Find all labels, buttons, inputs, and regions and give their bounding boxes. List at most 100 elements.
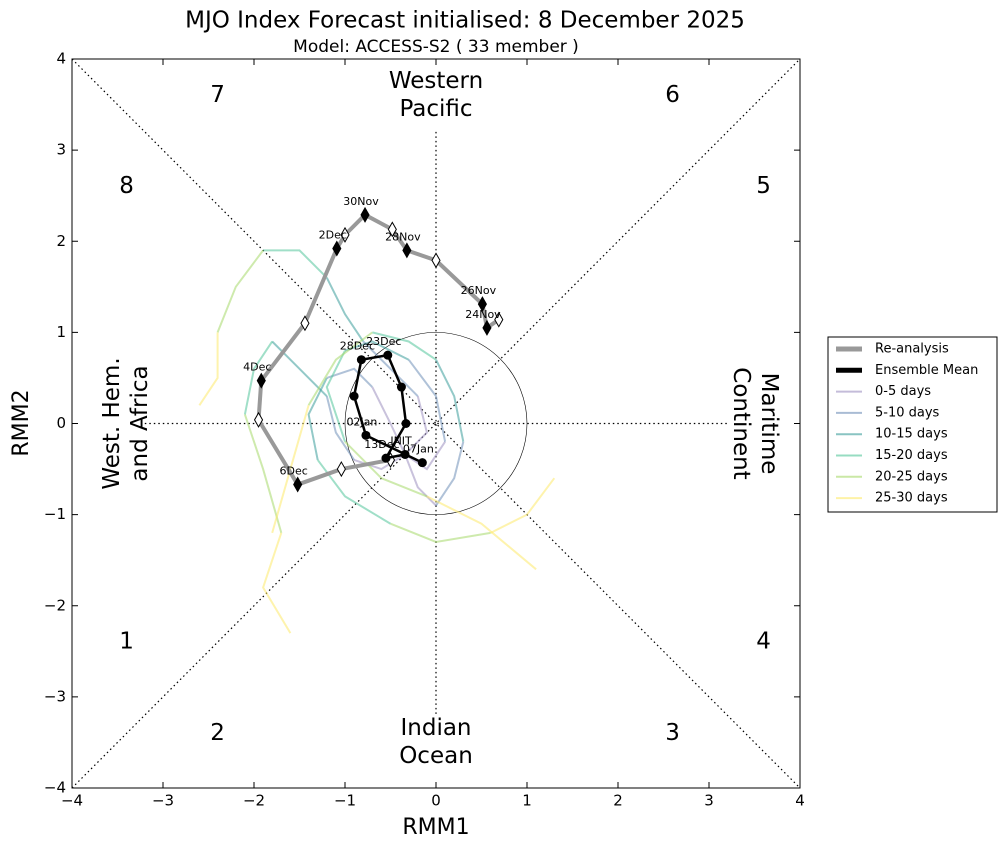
legend-label: 5-10 days — [875, 405, 940, 420]
x-tick-label: −4 — [61, 792, 83, 810]
x-tick-label: −2 — [243, 792, 265, 810]
reanalysis-marker — [431, 252, 441, 269]
reanalysis-marker — [387, 221, 397, 238]
mean-marker — [349, 391, 359, 401]
ensemble-member — [426, 495, 537, 571]
reanalysis-marker — [360, 206, 370, 223]
reanalysis-marker — [253, 411, 264, 428]
y-tick-label: 4 — [56, 50, 66, 68]
reanalysis-label: 6Dec — [280, 465, 308, 478]
x-tick-label: 2 — [613, 792, 623, 810]
diagonal — [71, 58, 801, 789]
ensemble_mean-label: 28Dec — [340, 340, 375, 353]
y-tick-label: 0 — [56, 414, 66, 432]
reanalysis-marker — [336, 461, 346, 478]
x-tick-label: −1 — [334, 792, 356, 810]
region-label: Western — [389, 68, 483, 94]
mean-marker — [417, 458, 427, 468]
ensemble-member — [243, 414, 283, 534]
y-tick-label: −2 — [44, 596, 66, 614]
ensemble-member — [435, 359, 465, 442]
y-tick-label: 2 — [56, 232, 66, 250]
phase-label: 5 — [756, 173, 771, 199]
x-tick-label: 3 — [704, 792, 714, 810]
ensemble-member — [490, 477, 556, 534]
region-label: and Africa — [127, 365, 153, 481]
reanalysis-label: 26Nov — [461, 284, 497, 297]
region-label: Ocean — [399, 743, 473, 769]
reanalysis-label: 24Nov — [465, 308, 501, 321]
ensemble-member — [325, 277, 365, 343]
ensemble_mean-label: 13Dec — [364, 438, 399, 451]
phase-label: 3 — [665, 720, 680, 746]
region-label: Maritime — [756, 373, 782, 475]
x-tick-label: 1 — [522, 792, 532, 810]
mean-marker — [383, 350, 393, 360]
y-tick-label: −3 — [44, 687, 66, 705]
reanalysis-marker — [300, 315, 310, 332]
ensemble-member — [404, 441, 446, 471]
ensemble-member — [390, 522, 491, 543]
ensemble-member — [325, 395, 355, 461]
legend-label: 15-20 days — [875, 448, 948, 463]
ensemble-member — [316, 459, 392, 525]
ensemble_mean-label: 02Jan — [346, 415, 377, 428]
reanalysis-label: 4Dec — [243, 361, 271, 374]
phase-label: 2 — [210, 720, 225, 746]
ensemble-member — [372, 331, 437, 361]
y-tick-label: 3 — [56, 141, 66, 159]
ensemble-member — [344, 441, 428, 498]
legend-box — [827, 336, 998, 513]
reanalysis-marker — [332, 240, 342, 257]
ensemble-member — [262, 532, 292, 634]
reanalysis-marker — [293, 476, 303, 493]
x-tick-label: 4 — [795, 792, 805, 810]
ensemble-member — [243, 340, 274, 415]
legend: Re-analysis Ensemble Mean 0-5 days 5-10 day… — [827, 336, 998, 513]
ensemble-member — [344, 340, 410, 361]
reanalysis-label: 30Nov — [343, 195, 379, 208]
ensemble-member — [404, 454, 437, 507]
phase-label: 7 — [210, 82, 225, 108]
ensemble-member — [198, 332, 219, 406]
phase-label: 1 — [119, 629, 134, 655]
reanalysis-marker — [256, 372, 266, 389]
ensemble-member — [407, 359, 447, 442]
x-axis-label: RMM1 — [402, 815, 469, 840]
mean-marker — [401, 419, 411, 428]
y-axis-label: RMM2 — [9, 389, 34, 456]
reanalysis-marker — [477, 296, 487, 313]
reanalysis-marker — [494, 311, 504, 328]
legend-label: Ensemble Mean — [875, 363, 978, 378]
ensemble-member — [435, 441, 465, 507]
mean-marker — [396, 382, 406, 392]
diagonal — [71, 58, 801, 789]
phase-label: 6 — [665, 82, 680, 108]
phase-label: 8 — [119, 173, 134, 199]
plot-area: 24Nov26Nov28Nov30Nov2Dec4Dec6DecINIT13De… — [71, 58, 801, 789]
ensemble_mean-label: INIT — [390, 434, 412, 447]
region-label: West. Hem. — [99, 357, 125, 489]
ensemble-member — [307, 331, 373, 406]
ensemble-member — [326, 367, 374, 388]
mean-marker — [361, 430, 371, 440]
ensemble-member — [404, 395, 429, 456]
legend-label: 25-30 days — [875, 491, 948, 506]
mean-marker — [381, 453, 391, 463]
ensemble_mean-label: 07Jan — [403, 443, 434, 456]
legend-label: 0-5 days — [875, 384, 931, 399]
ensemble_mean-label: 23Dec — [366, 335, 401, 348]
mean-marker — [400, 449, 410, 459]
region-label: Indian — [400, 715, 471, 741]
legend-label: 10-15 days — [875, 427, 948, 442]
chart-subtitle: Model: ACCESS-S2 ( 33 member ) — [293, 37, 579, 57]
chart-title: MJO Index Forecast initialised: 8 Decemb… — [185, 8, 745, 34]
ensemble-member — [216, 249, 264, 333]
y-tick-label: −4 — [44, 779, 66, 797]
legend-label: 20-25 days — [875, 469, 948, 484]
x-tick-label: 0 — [431, 792, 441, 810]
ensemble-member — [325, 350, 346, 443]
mean-marker — [356, 355, 366, 365]
ensemble-member — [371, 386, 406, 455]
